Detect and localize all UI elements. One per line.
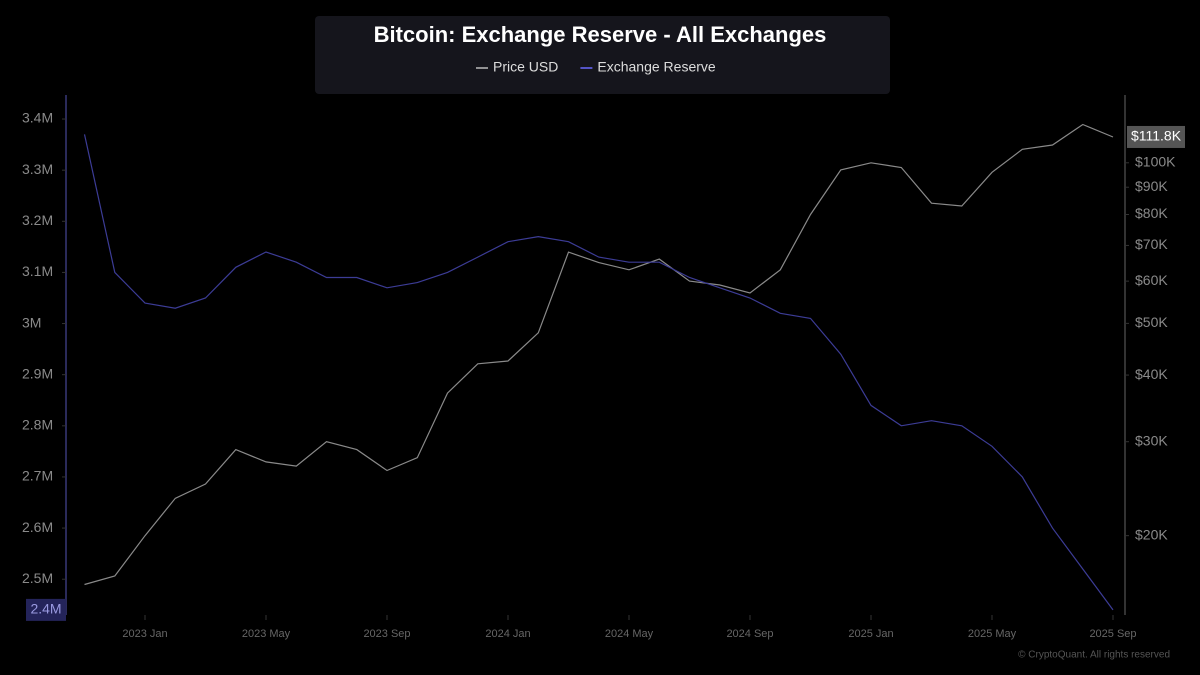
series-line [84, 123, 1114, 586]
legend-label: Price USD [493, 59, 558, 75]
y2-tick-label: $20K [1135, 526, 1168, 542]
header-box [315, 16, 890, 94]
x-tick-label: 2025 May [968, 628, 1017, 640]
y-tick-label: 3.2M [22, 212, 53, 228]
y2-tick-label: $100K [1135, 154, 1176, 170]
x-tick-label: 2024 Sep [726, 628, 773, 640]
y-tick-label: 2.5M [22, 570, 53, 586]
y2-tick-label: $50K [1135, 314, 1168, 330]
y2-tick-label: $60K [1135, 272, 1168, 288]
x-tick-label: 2023 Sep [363, 628, 410, 640]
legend-label: Exchange Reserve [597, 59, 716, 75]
y-tick-label: 3.1M [22, 263, 53, 279]
y2-tick-label: $40K [1135, 366, 1168, 382]
y-tick-label: 2.8M [22, 417, 53, 433]
y2-tick-label: $80K [1135, 205, 1168, 221]
y-tick-label: 2.9M [22, 365, 53, 381]
credit: © CryptoQuant. All rights reserved [1018, 650, 1170, 661]
y2-tick-label: $90K [1135, 178, 1168, 194]
y2-tick-label: $30K [1135, 432, 1168, 448]
last-value-label: $111.8K [1131, 128, 1182, 144]
y-tick-label: 3.3M [22, 161, 53, 177]
y2-tick-label: $70K [1135, 236, 1168, 252]
last-value-box [26, 598, 66, 621]
x-tick-label: 2023 May [242, 628, 291, 640]
y-tick-label: 2.7M [22, 468, 53, 484]
x-tick-label: 2023 Jan [122, 628, 167, 640]
series-line [83, 134, 1114, 611]
x-tick-label: 2025 Jan [848, 628, 893, 640]
last-value-label: 2.4M [30, 601, 61, 617]
y-tick-label: 3M [22, 314, 41, 330]
x-tick-label: 2024 May [605, 628, 654, 640]
last-value-box [1127, 125, 1185, 148]
x-tick-label: 2025 Sep [1089, 628, 1136, 640]
chart-title: Bitcoin: Exchange Reserve - All Exchange… [374, 22, 827, 47]
x-tick-label: 2024 Jan [485, 628, 530, 640]
y-tick-label: 3.4M [22, 110, 53, 126]
y-tick-label: 2.6M [22, 519, 53, 535]
